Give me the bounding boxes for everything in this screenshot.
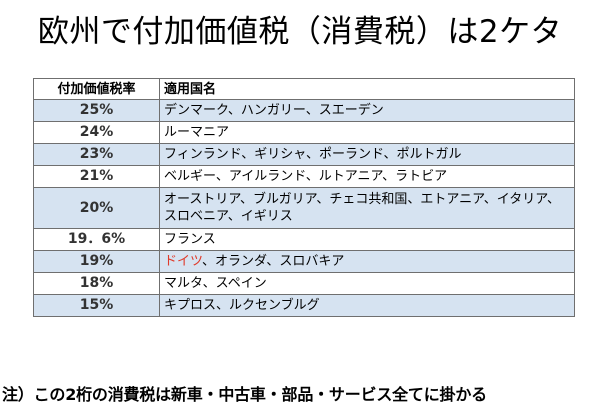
countries-cell: キプロス、ルクセンブルグ: [159, 294, 575, 317]
highlighted-country: ドイツ: [164, 254, 202, 269]
countries-rest: 、オランダ、スロバキア: [201, 254, 345, 269]
countries-cell: デンマーク、ハンガリー、スエーデン: [159, 99, 575, 122]
countries-cell: マルタ、スペイン: [159, 272, 575, 295]
rate-cell: 19．6%: [33, 228, 160, 251]
rate-cell: 25%: [33, 99, 160, 122]
header-vat-rate: 付加価値税率: [33, 78, 160, 100]
table-row: 18% マルタ、スペイン: [33, 272, 575, 295]
table-row: 23% フィンランド、ギリシャ、ポーランド、ポルトガル: [33, 143, 575, 166]
table-row: 19% ドイツ、オランダ、スロバキア: [33, 250, 575, 273]
countries-cell: ドイツ、オランダ、スロバキア: [159, 250, 575, 273]
table-row: 20% オーストリア、ブルガリア、チェコ共和国、エトアニア、イタリア、 スロベニ…: [33, 187, 575, 229]
rate-cell: 24%: [33, 121, 160, 144]
header-countries: 適用国名: [159, 78, 575, 100]
table-row: 24% ルーマニア: [33, 121, 575, 144]
rate-cell: 20%: [33, 187, 160, 229]
rate-cell: 19%: [33, 250, 160, 273]
countries-cell: オーストリア、ブルガリア、チェコ共和国、エトアニア、イタリア、 スロベニア、イギ…: [159, 187, 575, 229]
countries-cell: ベルギー、アイルランド、ルトアニア、ラトビア: [159, 165, 575, 188]
table-row: 15% キプロス、ルクセンブルグ: [33, 294, 575, 317]
countries-cell: フランス: [159, 228, 575, 251]
footnote: 注）この2桁の消費税は新車・中古車・部品・サービス全てに掛かる: [2, 385, 487, 404]
countries-line-2: スロベニア、イギリス: [164, 209, 293, 224]
table-row: 21% ベルギー、アイルランド、ルトアニア、ラトビア: [33, 165, 575, 188]
rate-cell: 15%: [33, 294, 160, 317]
countries-cell: フィンランド、ギリシャ、ポーランド、ポルトガル: [159, 143, 575, 166]
countries-line-1: オーストリア、ブルガリア、チェコ共和国、エトアニア、イタリア、: [164, 192, 560, 207]
page-title: 欧州で付加価値税（消費税）は2ケタ: [37, 14, 563, 50]
table-row: 19．6% フランス: [33, 228, 575, 251]
rate-cell: 21%: [33, 165, 160, 188]
rate-cell: 18%: [33, 272, 160, 295]
countries-cell: ルーマニア: [159, 121, 575, 144]
table-row: 25% デンマーク、ハンガリー、スエーデン: [33, 99, 575, 122]
table-header-row: 付加価値税率 適用国名: [33, 78, 575, 100]
rate-cell: 23%: [33, 143, 160, 166]
vat-rate-table: 付加価値税率 適用国名 25% デンマーク、ハンガリー、スエーデン 24% ルー…: [33, 78, 575, 317]
